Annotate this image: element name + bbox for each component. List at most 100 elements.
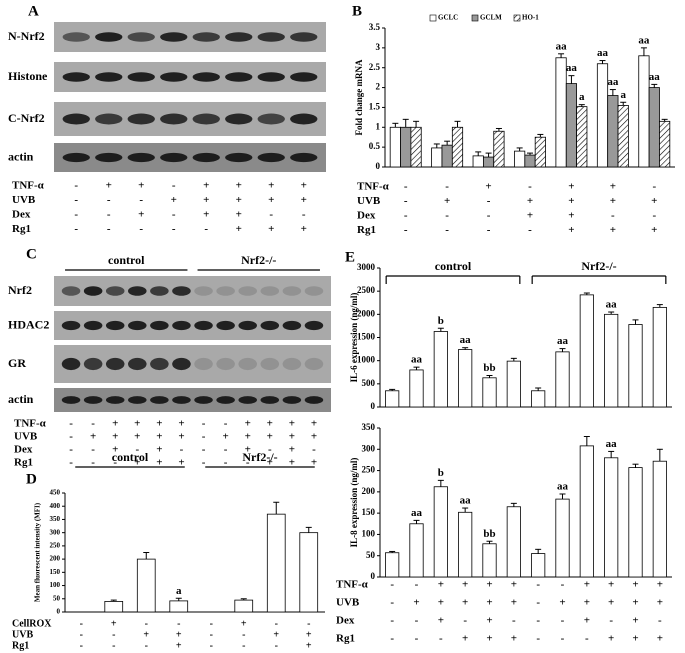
- treatment-sign: -: [224, 457, 228, 469]
- y-tick-label: 0.5: [369, 141, 381, 151]
- treatment-sign: -: [69, 418, 73, 430]
- bar: [506, 360, 521, 408]
- bar: [451, 126, 464, 168]
- blot-row-label: HDAC2: [8, 317, 49, 331]
- significance-label: aa: [460, 495, 472, 507]
- significance-label: aa: [607, 76, 619, 88]
- y-tick-label: 100: [50, 581, 61, 589]
- blot-band: [304, 286, 324, 296]
- treatment-sign: -: [91, 444, 95, 456]
- treatment-sign: -: [112, 640, 115, 651]
- treatment-sign: +: [632, 579, 638, 591]
- bar: [409, 369, 424, 408]
- treatment-sign: -: [145, 618, 148, 629]
- treatment-sign: +: [106, 180, 112, 192]
- blot-band: [282, 320, 302, 331]
- blot-band: [128, 396, 147, 404]
- blot-band: [238, 320, 257, 331]
- y-tick-label: 150: [362, 507, 376, 517]
- y-tick-label: 1000: [357, 355, 376, 365]
- blot-band: [95, 152, 123, 163]
- blot-band: [225, 152, 253, 163]
- treatment-sign: +: [568, 181, 574, 193]
- significance-label: aa: [606, 438, 618, 450]
- treatment-name: UVB: [12, 629, 33, 640]
- blot-row-label: actin: [8, 392, 34, 406]
- treatment-sign: +: [559, 597, 565, 609]
- treatment-sign: +: [245, 444, 251, 456]
- treatment-sign: -: [487, 210, 491, 222]
- bar: [506, 506, 521, 578]
- treatment-sign: -: [69, 431, 73, 443]
- treatment-name: Dex: [336, 615, 355, 627]
- blot-band: [216, 396, 235, 404]
- blot-band: [290, 152, 318, 163]
- treatment-sign: -: [415, 615, 419, 627]
- treatment-sign: -: [139, 223, 143, 235]
- blot-band: [83, 286, 103, 296]
- treatment-sign: +: [657, 633, 663, 645]
- treatment-sign: +: [301, 223, 307, 235]
- blot-band: [127, 113, 155, 125]
- treatment-sign: +: [203, 209, 209, 221]
- group-label: Nrf2-/-: [581, 259, 616, 273]
- y-tick-label: 300: [50, 528, 61, 536]
- blot-band: [61, 396, 81, 404]
- treatment-sign: +: [178, 431, 184, 443]
- blot-band: [95, 113, 123, 125]
- treatment-sign: -: [445, 181, 449, 193]
- treatment-sign: -: [69, 457, 73, 469]
- significance-label: aa: [460, 334, 472, 346]
- treatment-name: TNF-α: [357, 181, 390, 193]
- treatment-sign: +: [444, 195, 450, 207]
- y-tick-label: 350: [362, 422, 376, 432]
- y-tick-label: 1500: [357, 332, 376, 342]
- y-tick-label: 50: [53, 594, 61, 602]
- bar: [576, 106, 588, 168]
- treatment-sign: -: [404, 181, 408, 193]
- treatment-sign: -: [177, 618, 180, 629]
- bar: [524, 154, 536, 168]
- blot-band: [225, 72, 253, 82]
- treatment-sign: -: [135, 444, 139, 456]
- legend-swatch: [471, 14, 479, 22]
- treatment-sign: +: [306, 640, 312, 651]
- treatment-sign: +: [236, 209, 242, 221]
- panel-label: D: [26, 471, 37, 487]
- treatment-sign: +: [301, 194, 307, 206]
- treatment-sign: +: [610, 181, 616, 193]
- treatment-name: UVB: [14, 431, 38, 443]
- treatment-sign: -: [74, 223, 78, 235]
- treatment-sign: +: [138, 209, 144, 221]
- blot-band: [238, 396, 257, 404]
- bar: [385, 552, 400, 578]
- bar: [385, 390, 400, 408]
- treatment-sign: +: [608, 597, 614, 609]
- blot-band: [192, 113, 220, 125]
- blot-band: [282, 357, 302, 371]
- blot-band: [282, 396, 302, 404]
- treatment-sign: -: [652, 210, 656, 222]
- treatment-sign: +: [156, 444, 162, 456]
- treatment-sign: -: [202, 444, 206, 456]
- treatment-sign: -: [275, 640, 278, 651]
- group-label: Nrf2-/-: [242, 450, 277, 464]
- treatment-sign: +: [486, 579, 492, 591]
- treatment-name: Rg1: [14, 457, 33, 469]
- significance-label: a: [620, 89, 626, 101]
- treatment-sign: -: [415, 633, 419, 645]
- blot-band: [172, 320, 191, 331]
- bar: [652, 460, 667, 578]
- significance-label: aa: [649, 71, 661, 83]
- treatment-sign: +: [311, 431, 317, 443]
- bar: [104, 601, 124, 613]
- treatment-sign: -: [204, 223, 208, 235]
- significance-label: aa: [638, 34, 650, 46]
- treatment-sign: +: [568, 195, 574, 207]
- treatment-sign: -: [145, 640, 148, 651]
- y-tick-label: 1.5: [369, 101, 381, 111]
- y-tick-label: 400: [50, 502, 61, 510]
- significance-label: bb: [483, 362, 495, 374]
- blot-band: [194, 357, 213, 371]
- treatment-sign: -: [415, 579, 419, 591]
